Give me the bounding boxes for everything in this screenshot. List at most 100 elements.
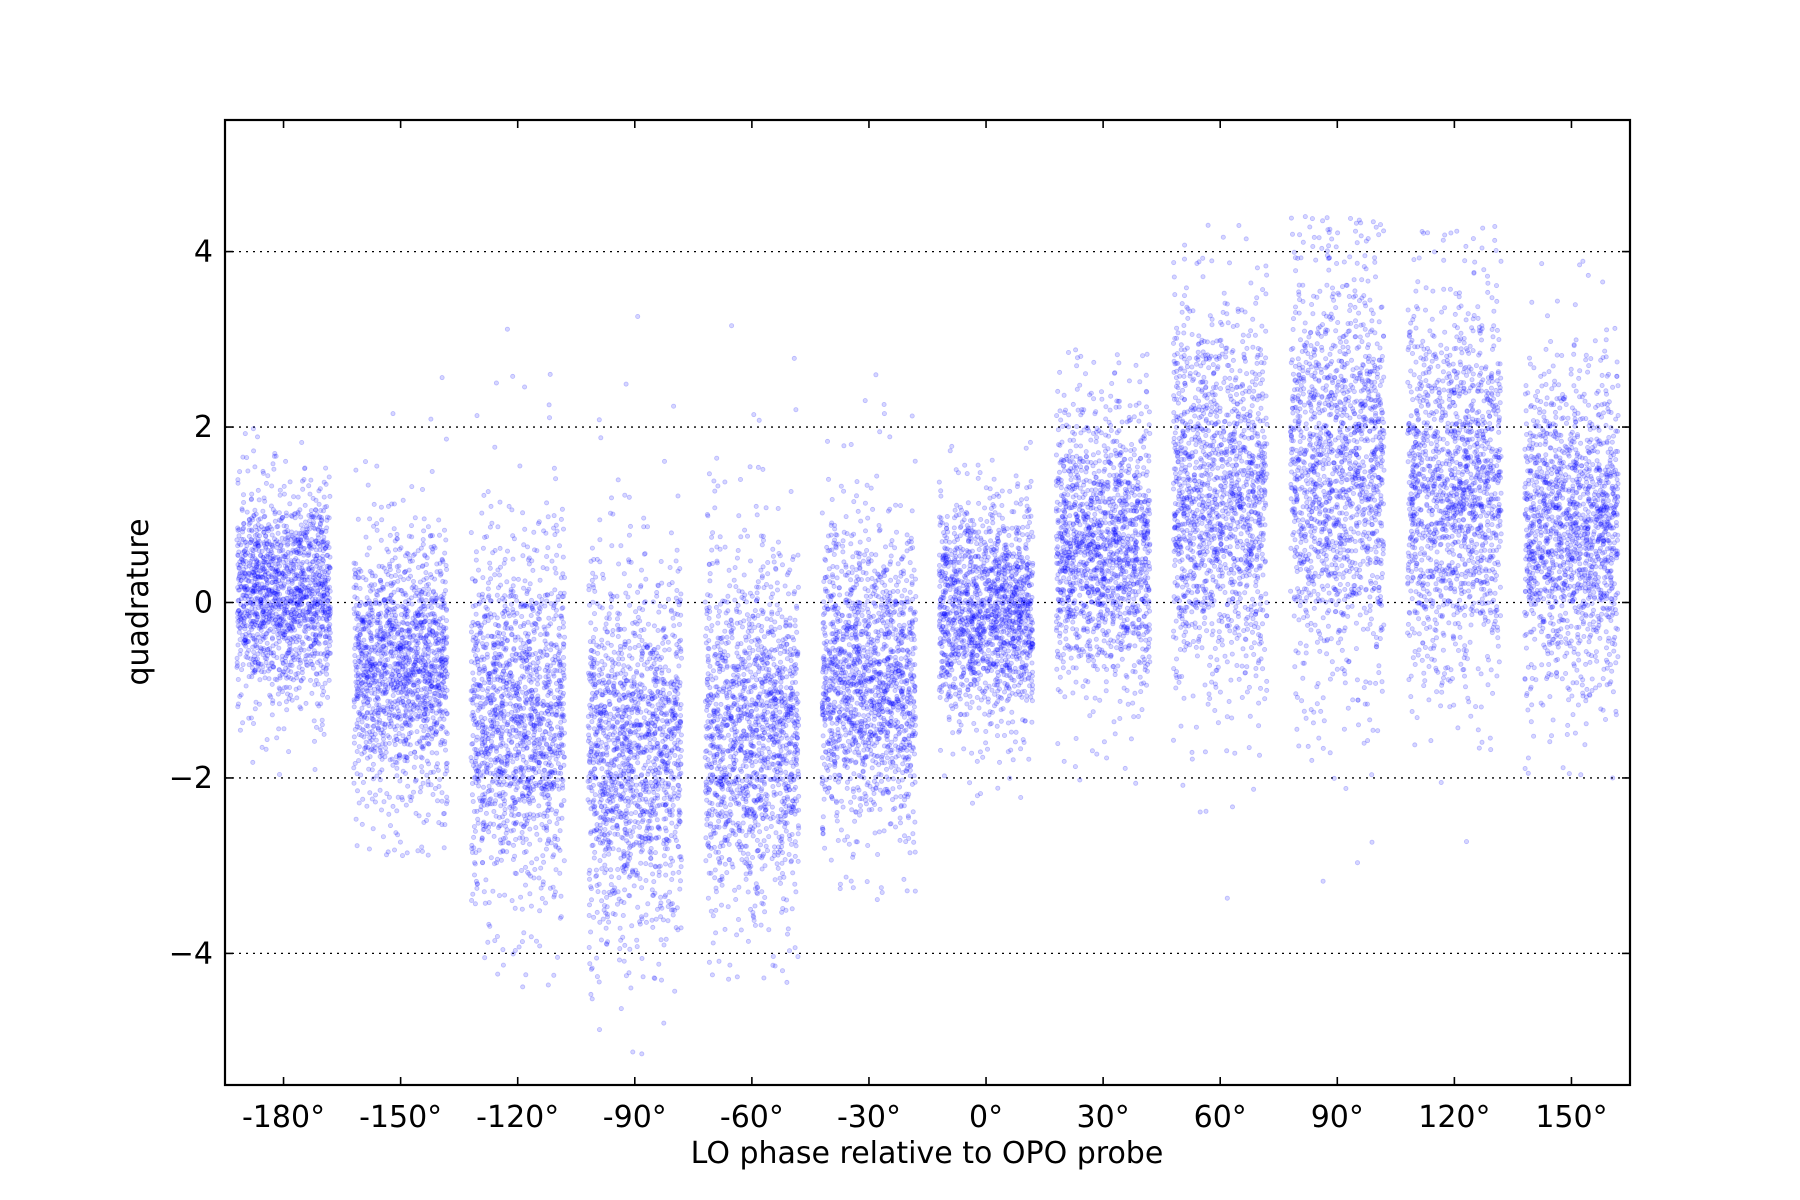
data-point [256, 526, 262, 532]
data-point [405, 576, 411, 582]
data-point [412, 749, 418, 755]
data-point [353, 816, 359, 822]
data-point [628, 985, 634, 991]
data-point [660, 718, 666, 724]
data-point [325, 577, 331, 583]
data-point [269, 660, 275, 666]
data-point [518, 645, 524, 651]
data-point [243, 601, 249, 607]
data-point [301, 550, 307, 556]
data-point [533, 825, 539, 831]
data-point [410, 789, 416, 795]
data-point [487, 560, 493, 566]
data-point [371, 523, 377, 529]
data-point [402, 570, 408, 576]
data-point [302, 519, 308, 525]
data-point [392, 573, 398, 579]
data-point [394, 808, 400, 814]
data-point [313, 538, 319, 544]
data-point [556, 747, 562, 753]
data-point [524, 664, 530, 670]
data-point [423, 570, 429, 576]
data-point [312, 515, 318, 521]
data-point [383, 569, 389, 575]
data-point [303, 700, 309, 706]
data-point [505, 711, 511, 717]
data-point [375, 618, 381, 624]
data-point [409, 620, 415, 626]
data-point [664, 846, 670, 852]
data-point [561, 526, 567, 532]
data-point [492, 938, 498, 944]
data-point [537, 727, 543, 733]
data-point [499, 774, 505, 780]
data-point [480, 823, 486, 829]
data-point [243, 683, 249, 689]
data-point [558, 575, 564, 581]
data-point [370, 743, 376, 749]
data-point [262, 611, 268, 617]
data-point [312, 650, 318, 656]
data-point [236, 573, 242, 579]
data-point [472, 602, 478, 608]
data-point [364, 710, 370, 716]
data-point [474, 656, 480, 662]
data-point [535, 616, 541, 622]
data-point [305, 652, 311, 658]
data-point [370, 670, 376, 676]
data-point [273, 561, 279, 567]
data-point [392, 615, 398, 621]
data-point [425, 732, 431, 738]
data-point [490, 550, 496, 556]
data-point [541, 767, 547, 773]
data-point [311, 603, 317, 609]
data-point [547, 819, 553, 825]
data-point [288, 588, 294, 594]
data-point [480, 722, 486, 728]
data-point [269, 532, 275, 538]
data-point [398, 627, 404, 633]
data-point [261, 526, 267, 532]
data-point [432, 690, 438, 696]
data-point [275, 523, 281, 529]
data-point [522, 384, 528, 390]
data-point [289, 578, 295, 584]
data-point [472, 828, 478, 834]
data-point [651, 975, 657, 981]
data-point [526, 767, 532, 773]
data-point [540, 772, 546, 778]
data-point [397, 643, 403, 649]
data-point [392, 665, 398, 671]
data-point [441, 716, 447, 722]
data-point [317, 520, 323, 526]
data-point [258, 645, 264, 651]
data-point [471, 646, 477, 652]
data-point [509, 724, 515, 730]
data-point [489, 719, 495, 725]
data-point [305, 566, 311, 572]
data-point [392, 661, 398, 667]
data-point [251, 649, 257, 655]
data-point [353, 561, 359, 567]
data-point [258, 524, 264, 530]
data-point [643, 861, 649, 867]
data-point [538, 649, 544, 655]
data-point [371, 644, 377, 650]
data-point [279, 572, 285, 578]
data-point [370, 664, 376, 670]
data-point [635, 614, 641, 620]
data-point [390, 411, 396, 417]
data-point [425, 852, 431, 858]
data-point [480, 753, 486, 759]
data-point [395, 832, 401, 838]
data-point [485, 489, 491, 495]
data-point [419, 486, 425, 492]
data-point [372, 648, 378, 654]
data-point [638, 860, 644, 866]
data-point [560, 670, 566, 676]
data-point [506, 503, 512, 509]
data-point [536, 721, 542, 727]
data-point [356, 709, 362, 715]
data-point [504, 827, 510, 833]
data-point [241, 616, 247, 622]
